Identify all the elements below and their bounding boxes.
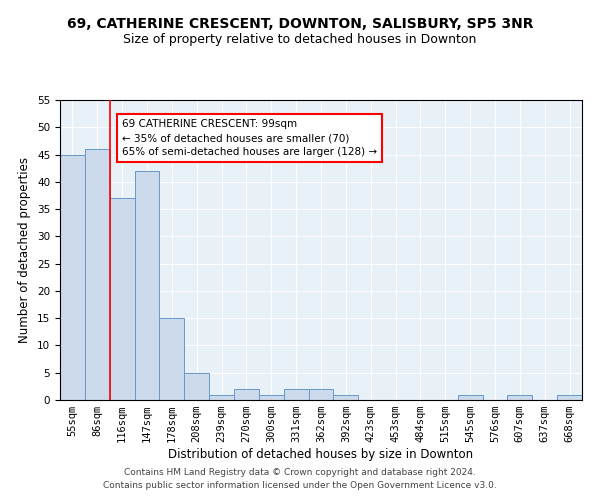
Bar [60, 154, 85, 400]
Bar [160, 318, 184, 400]
Bar [259, 394, 284, 400]
X-axis label: Distribution of detached houses by size in Downton: Distribution of detached houses by size … [169, 448, 473, 461]
Bar [85, 149, 110, 400]
Bar [234, 389, 259, 400]
Bar [284, 389, 308, 400]
Text: 69 CATHERINE CRESCENT: 99sqm
← 35% of detached houses are smaller (70)
65% of se: 69 CATHERINE CRESCENT: 99sqm ← 35% of de… [122, 119, 377, 157]
Bar [458, 394, 482, 400]
Text: Size of property relative to detached houses in Downton: Size of property relative to detached ho… [124, 32, 476, 46]
Text: Contains HM Land Registry data © Crown copyright and database right 2024.: Contains HM Land Registry data © Crown c… [124, 468, 476, 477]
Bar [134, 171, 160, 400]
Text: 69, CATHERINE CRESCENT, DOWNTON, SALISBURY, SP5 3NR: 69, CATHERINE CRESCENT, DOWNTON, SALISBU… [67, 18, 533, 32]
Bar [557, 394, 582, 400]
Bar [184, 372, 209, 400]
Bar [308, 389, 334, 400]
Bar [209, 394, 234, 400]
Text: Contains public sector information licensed under the Open Government Licence v3: Contains public sector information licen… [103, 480, 497, 490]
Bar [110, 198, 134, 400]
Y-axis label: Number of detached properties: Number of detached properties [19, 157, 31, 343]
Bar [508, 394, 532, 400]
Bar [334, 394, 358, 400]
